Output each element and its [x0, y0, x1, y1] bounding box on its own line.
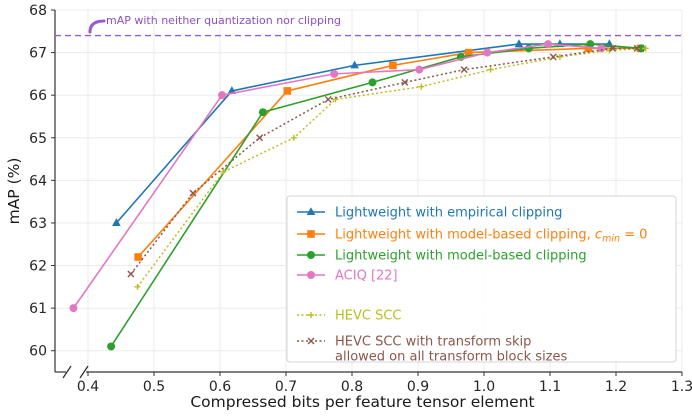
y-axis-title: mAP (%) — [5, 158, 23, 225]
x-tick-label: 1.2 — [605, 379, 627, 395]
data-point-3-2 — [330, 69, 339, 78]
legend-label-3: ACIQ [22] — [335, 269, 398, 284]
legend-label-prefix: Lightweight with model-based clipping, — [335, 228, 595, 243]
legend-item-0: Lightweight with empirical clipping — [297, 206, 562, 221]
x-tick-label: 0.9 — [407, 379, 429, 395]
y-tick-label: 66 — [29, 88, 47, 104]
data-point-1-1 — [283, 87, 292, 95]
data-point-1-2 — [389, 61, 397, 70]
data-point-0-2 — [350, 60, 359, 69]
data-point-0-3 — [514, 39, 524, 48]
x-tick-label: 0.5 — [143, 379, 165, 395]
axes: 0.4 0.5 0.6 0.7 0.8 0.9 1.0 1.1 1.2 1.3 60 61 62 63 64… — [29, 3, 692, 395]
data-point-3-4 — [483, 48, 492, 57]
data-point-5-3 — [324, 95, 332, 103]
data-point-3-0 — [69, 304, 78, 313]
data-point-2-2 — [368, 78, 377, 87]
data-point-3-3 — [415, 65, 424, 74]
legend-label-math: c — [595, 228, 602, 243]
data-point-4-0 — [134, 283, 141, 290]
legend-label-5-1: allowed on all transform block sizes — [335, 350, 568, 365]
series-line-5 — [130, 47, 638, 275]
data-point-2-1 — [258, 108, 267, 117]
axis-break-mark — [79, 365, 89, 379]
data-point-1-0 — [134, 253, 142, 261]
legend-item-1: Lightweight with model-based clipping, c… — [297, 228, 647, 245]
x-tick-label: 1.1 — [539, 379, 561, 395]
data-point-2-4 — [524, 44, 533, 53]
legend-label-suffix: = 0 — [620, 228, 647, 243]
data-point-5-5 — [460, 66, 468, 74]
series-3 — [69, 40, 606, 313]
data-point-4-8 — [642, 45, 649, 52]
legend-label-4: HEVC SCC — [335, 309, 402, 324]
x-tick-label: 0.7 — [275, 379, 297, 395]
y-tick-label: 62 — [29, 259, 47, 275]
data-point-3-6 — [597, 44, 606, 53]
reference-line-group: mAP with neither quantization nor clippi… — [55, 14, 682, 37]
legend-marker-3 — [307, 271, 315, 279]
data-point-1-4 — [584, 44, 593, 53]
data-point-4-2 — [290, 134, 297, 141]
legend-label-subscript: min — [602, 234, 620, 245]
legend-label-1: Lightweight with model-based clipping, c… — [335, 228, 647, 245]
series-line-0 — [115, 43, 610, 224]
y-tick-label: 61 — [29, 301, 47, 317]
data-point-2-0 — [107, 342, 116, 351]
legend-item-4: HEVC SCC — [297, 309, 402, 324]
data-point-1-3 — [465, 48, 473, 57]
x-tick-label: 0.6 — [209, 379, 231, 395]
y-tick-label: 68 — [29, 3, 47, 19]
y-tick-label: 65 — [29, 131, 47, 147]
data-point-4-1 — [220, 168, 227, 175]
legend-marker-2 — [307, 251, 315, 259]
data-point-5-0 — [127, 270, 135, 278]
data-point-0-1 — [227, 86, 237, 94]
data-point-5-4 — [401, 78, 409, 86]
x-tick-label: 0.8 — [341, 379, 363, 395]
legend-box — [286, 195, 677, 363]
data-point-0-0 — [112, 218, 121, 226]
y-tick-label: 64 — [29, 173, 47, 189]
data-point-4-5 — [487, 66, 494, 73]
y-tick-label: 67 — [29, 46, 47, 62]
data-point-3-5 — [544, 40, 553, 49]
legend-label-2: Lightweight with model-based clipping — [335, 249, 587, 264]
series-5 — [127, 44, 641, 278]
annotation-arrow — [88, 19, 106, 34]
data-point-4-4 — [418, 83, 425, 90]
data-point-3-1 — [217, 91, 226, 100]
y-tick-label: 60 — [29, 344, 47, 360]
legend-marker-5 — [307, 337, 315, 345]
legend-label-5-0: HEVC SCC with transform skip — [335, 335, 531, 350]
x-axis-title: Compressed bits per feature tensor eleme… — [190, 393, 534, 411]
x-tick-label: 1.0 — [473, 379, 495, 395]
legend-marker-0 — [306, 207, 316, 215]
legend-marker-4 — [308, 312, 314, 318]
data-point-2-5 — [586, 40, 595, 49]
reference-line-label: mAP with neither quantization nor clippi… — [106, 14, 341, 27]
series-4 — [134, 45, 649, 290]
legend-label-0: Lightweight with empirical clipping — [335, 206, 562, 221]
legend-item-2: Lightweight with model-based clipping — [297, 249, 587, 264]
data-point-5-8 — [633, 44, 641, 52]
series-group — [69, 39, 649, 351]
data-point-5-1 — [189, 189, 197, 197]
data-point-5-2 — [256, 134, 264, 142]
data-point-5-7 — [609, 44, 617, 52]
legend: Lightweight with empirical clipping Light… — [286, 195, 677, 365]
x-tick-label: 1.3 — [671, 379, 692, 395]
axis-break-mark — [62, 365, 72, 379]
legend-marker-1 — [307, 230, 315, 238]
y-tick-label: 63 — [29, 216, 47, 232]
x-tick-label: 0.4 — [77, 379, 99, 395]
data-point-5-6 — [549, 53, 557, 61]
legend-item-3: ACIQ [22] — [297, 269, 398, 284]
